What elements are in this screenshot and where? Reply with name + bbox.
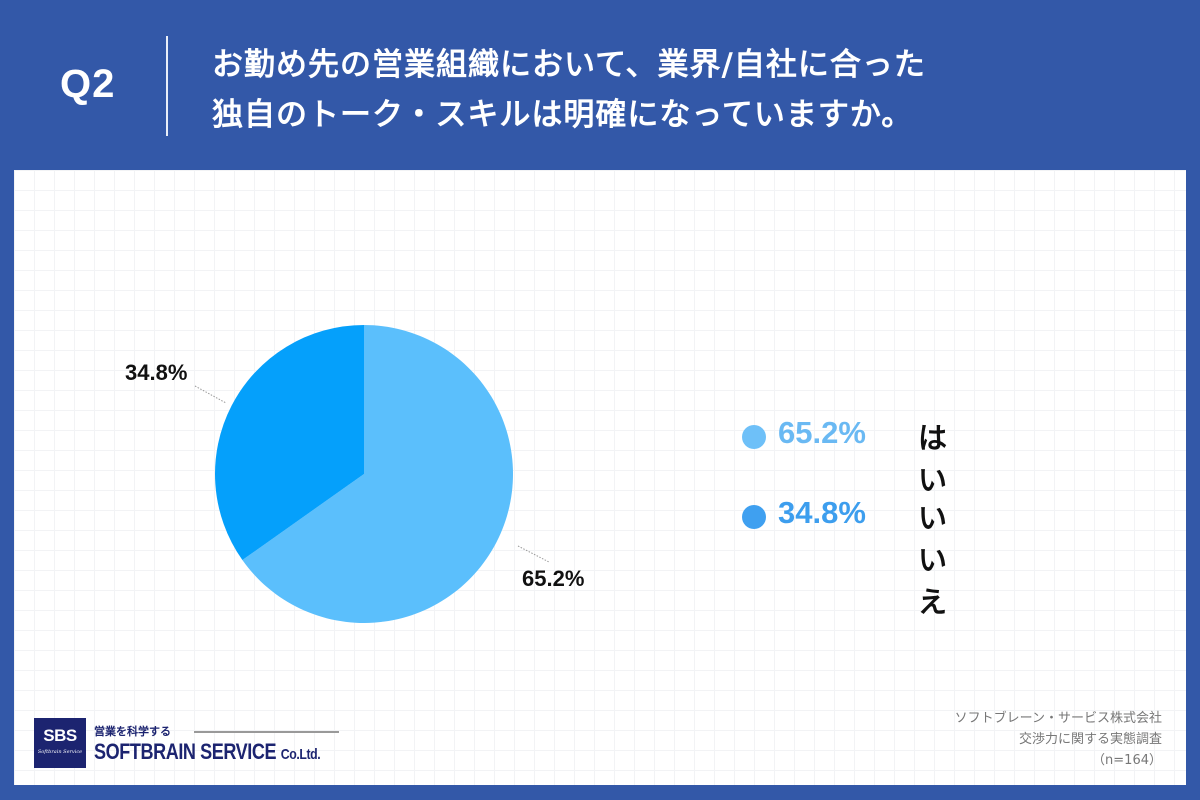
header: Q2 お勤め先の営業組織において、業界/自社に合った 独自のトーク・スキルは明確… (0, 0, 1200, 170)
page-title: お勤め先の営業組織において、業界/自社に合った 独自のトーク・スキルは明確になっ… (212, 40, 926, 140)
source-note: ソフトブレーン・サービス株式会社 交渉力に関する実態調査 （n=164） (955, 708, 1162, 771)
logo-tagline: 営業を科学する (94, 725, 171, 738)
chart-card: 34.8% 65.2% 65.2% はい 34.8% いいえ SBS Softb… (14, 170, 1186, 785)
question-label: Q2 (60, 62, 116, 106)
logo-name-suffix: Co.Ltd. (280, 746, 321, 763)
pie-slice-no (215, 325, 364, 561)
legend-label: いいえ (918, 501, 948, 619)
logo-name: SOFTBRAIN SERVICE Co.Ltd. (94, 739, 321, 765)
logo-mark-subtext: Softbrain Service (37, 749, 83, 755)
logo-name-main: SOFTBRAIN SERVICE (94, 739, 277, 764)
legend-label: はい (918, 421, 948, 497)
leader-line-no (194, 385, 227, 404)
source-line-3: （n=164） (1092, 753, 1162, 768)
pie-slice-yes (242, 325, 513, 623)
source-line-1: ソフトブレーン・サービス株式会社 (954, 711, 1162, 726)
legend-percent: 65.2% (778, 415, 866, 450)
pie-svg (194, 325, 550, 623)
source-line-2: 交渉力に関する実態調査 (1018, 732, 1162, 747)
title-line-2: 独自のトーク・スキルは明確になっていますか。 (212, 97, 914, 133)
logo-mark: SBS Softbrain Service (34, 718, 86, 768)
logo-rule (194, 731, 339, 733)
legend-dot-icon (742, 425, 766, 449)
leader-line-yes (517, 545, 550, 563)
legend-dot-icon (742, 505, 766, 529)
header-divider (166, 36, 168, 136)
pie-chart: 34.8% 65.2% (14, 170, 1186, 785)
legend-percent: 34.8% (778, 495, 866, 530)
pie-label-yes: 65.2% (522, 566, 585, 591)
company-logo: SBS Softbrain Service 営業を科学する SOFTBRAIN … (34, 718, 344, 768)
logo-mark-text: SBS (43, 726, 77, 745)
title-line-1: お勤め先の営業組織において、業界/自社に合った (212, 47, 926, 83)
pie-label-no: 34.8% (125, 360, 188, 385)
